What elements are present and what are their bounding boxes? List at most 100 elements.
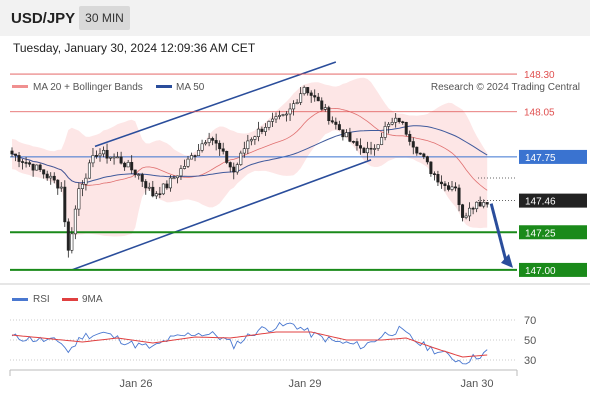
candle-body xyxy=(482,202,486,207)
candle-body xyxy=(242,148,246,154)
x-tick-label: Jan 26 xyxy=(119,378,152,390)
candle-body xyxy=(274,116,278,120)
candle-body xyxy=(380,137,384,145)
candle-body xyxy=(478,201,482,207)
candle-body xyxy=(313,95,317,98)
candle-body xyxy=(197,150,201,156)
candle-body xyxy=(256,128,260,138)
candle-body xyxy=(17,155,21,162)
candle-body xyxy=(411,141,415,148)
level-148-05-label: 148.05 xyxy=(524,108,555,119)
candle-body xyxy=(98,153,102,157)
ma50-line xyxy=(11,125,488,184)
x-axis: Jan 26 Jan 29 Jan 30 xyxy=(119,378,493,390)
rsi-legend-label: RSI xyxy=(33,294,50,305)
candle-body xyxy=(63,186,67,223)
candle-body xyxy=(267,121,271,128)
candle-body xyxy=(66,221,70,251)
candle-body xyxy=(323,107,327,110)
candle-body xyxy=(337,124,341,131)
forecast-arrow-head xyxy=(501,253,513,268)
candle-body xyxy=(49,175,53,179)
candle-body xyxy=(408,134,412,142)
candle-body xyxy=(207,138,211,143)
candle-body xyxy=(182,166,186,169)
candle-body xyxy=(28,162,32,165)
candle-body xyxy=(485,202,489,205)
candle-body xyxy=(429,161,433,174)
candle-body xyxy=(84,177,88,185)
candle-body xyxy=(190,155,194,160)
ma20-line xyxy=(11,107,488,191)
candle-body xyxy=(260,128,264,132)
candle-body xyxy=(24,162,28,164)
candle-body xyxy=(91,155,95,164)
rsi-ma-line xyxy=(11,331,488,358)
candle-body xyxy=(471,207,475,210)
level-147-00-label: 147.00 xyxy=(525,266,556,277)
candle-body xyxy=(270,118,274,122)
candle-body xyxy=(172,177,176,180)
candle-body xyxy=(288,108,292,115)
rsi-plot: 70 50 30 xyxy=(10,315,536,367)
candle-body xyxy=(186,158,190,167)
ma50-legend-swatch xyxy=(156,85,172,88)
candle-body xyxy=(443,183,447,186)
candle-body xyxy=(204,142,208,145)
candle-body xyxy=(253,136,257,140)
candle-body xyxy=(320,100,324,110)
rsi-legend-swatch xyxy=(12,298,28,301)
candle-body xyxy=(404,121,408,135)
candle-body xyxy=(10,150,14,155)
rsi-tick-50: 50 xyxy=(524,335,536,347)
candle-body xyxy=(73,208,77,235)
candle-body xyxy=(373,148,377,150)
level-147-00-tag xyxy=(519,262,587,277)
candle-body xyxy=(123,162,127,168)
candle-body xyxy=(436,174,440,183)
candle-body xyxy=(397,117,401,122)
x-tick-label: Jan 29 xyxy=(288,378,321,390)
candle-body xyxy=(295,102,299,104)
channel-upper-line xyxy=(94,61,337,148)
candle-body xyxy=(446,185,450,190)
candle-body xyxy=(77,188,81,210)
candle-body xyxy=(239,152,243,165)
candle-body xyxy=(369,147,373,150)
candle-body xyxy=(87,162,91,179)
candle-body xyxy=(225,150,229,163)
credit-text: Research © 2024 Trading Central xyxy=(431,82,580,93)
candle-body xyxy=(285,113,289,116)
candle-body xyxy=(401,121,405,123)
channel-lower-line xyxy=(71,159,372,271)
timestamp: Tuesday, January 30, 2024 12:09:36 AM CE… xyxy=(13,41,256,55)
candle-body xyxy=(105,149,109,159)
candle-body xyxy=(94,155,98,157)
candle-body xyxy=(464,215,468,218)
candle-body xyxy=(102,149,106,155)
candle-body xyxy=(119,156,123,164)
candle-body xyxy=(383,126,387,138)
candle-body xyxy=(418,152,422,155)
candle-body xyxy=(112,156,116,159)
level-147-46-tag xyxy=(519,193,587,208)
candle-body xyxy=(249,139,253,142)
candle-body xyxy=(214,140,218,144)
candle-body xyxy=(38,164,42,170)
candle-body xyxy=(228,162,232,168)
timeframe-badge[interactable]: 30 MIN xyxy=(79,6,130,30)
candle-body xyxy=(468,207,472,217)
candle-body xyxy=(193,155,197,157)
candle-body xyxy=(278,115,282,117)
candle-body xyxy=(246,140,250,150)
level-147-75-label: 147.75 xyxy=(525,153,556,164)
symbol-title: USD/JPY xyxy=(11,10,76,27)
candle-body xyxy=(168,177,172,189)
candle-body xyxy=(292,103,296,110)
candle-body xyxy=(316,96,320,102)
candle-body xyxy=(358,145,362,149)
candle-body xyxy=(235,164,239,173)
candle-body xyxy=(158,193,162,195)
candle-body xyxy=(457,187,461,206)
